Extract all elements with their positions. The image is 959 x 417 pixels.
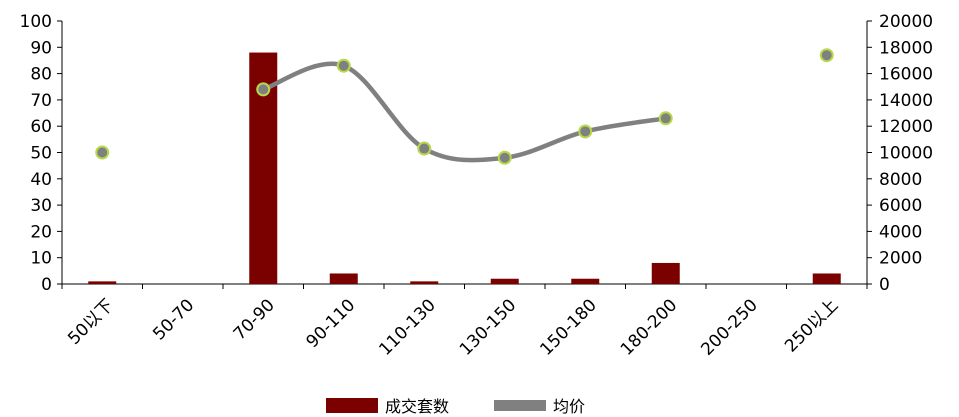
- bar: [88, 281, 117, 284]
- legend-line-swatch: [494, 400, 546, 411]
- axes-layer: 0 10 20 30 40 50 60 70 80 90 100 0 2000 4000 6000 8000 1…: [20, 12, 934, 295]
- right-tick-label: 0: [879, 275, 890, 295]
- left-tick-label: 30: [30, 196, 52, 216]
- legend-bar-label: 成交套数: [385, 397, 449, 416]
- bar: [812, 273, 841, 284]
- right-tick-label: 12000: [879, 117, 933, 137]
- x-category-label: 250以上: [781, 295, 842, 356]
- left-tick-label: 60: [30, 117, 52, 137]
- line-point: [336, 58, 351, 73]
- line-point: [578, 124, 593, 139]
- bar: [490, 278, 519, 284]
- left-tick-label: 90: [30, 38, 52, 58]
- left-tick-label: 100: [20, 12, 52, 32]
- x-category-label: 70-90: [230, 295, 279, 344]
- bar: [571, 278, 600, 284]
- x-category-label: 200-250: [697, 295, 761, 359]
- legend-line-label: 均价: [553, 397, 585, 416]
- right-tick-label: 18000: [879, 38, 933, 58]
- x-tick-labels: 50以下 50-70 70-90 90-110 110-130 130-150 150-18…: [64, 295, 842, 359]
- x-category-label: 180-200: [617, 295, 681, 359]
- left-tick-label: 20: [30, 222, 52, 242]
- line-point: [95, 145, 110, 160]
- left-tick-label: 0: [41, 275, 52, 295]
- x-category-label: 150-180: [536, 295, 600, 359]
- bar: [329, 273, 358, 284]
- line-series-path: [261, 61, 668, 163]
- line-point: [417, 141, 432, 156]
- line-layer: [95, 48, 834, 165]
- left-tick-label: 40: [30, 170, 52, 190]
- line-point: [819, 48, 834, 63]
- line-point: [658, 111, 673, 126]
- x-category-label: 90-110: [303, 295, 360, 352]
- right-tick-label: 4000: [879, 222, 922, 242]
- x-category-label: 50以下: [64, 295, 117, 348]
- left-tick-label: 80: [30, 65, 52, 85]
- right-tick-label: 16000: [879, 65, 933, 85]
- right-tick-label: 8000: [879, 170, 922, 190]
- x-category-label: 110-130: [375, 295, 439, 359]
- bars-layer: [88, 52, 841, 285]
- right-tick-label: 14000: [879, 91, 933, 111]
- left-tick-label: 50: [30, 144, 52, 164]
- x-category-label: 130-150: [456, 295, 520, 359]
- legend-bar-swatch: [326, 398, 378, 413]
- line-point: [497, 150, 512, 165]
- line-point: [256, 82, 271, 97]
- left-tick-label: 10: [30, 249, 52, 269]
- right-tick-label: 2000: [879, 249, 922, 269]
- x-category-label: 50-70: [149, 295, 198, 344]
- bar: [651, 262, 680, 284]
- right-tick-label: 10000: [879, 144, 933, 164]
- right-tick-label: 20000: [879, 12, 933, 32]
- legend: 成交套数 均价: [326, 397, 585, 416]
- bar: [410, 281, 439, 284]
- left-tick-label: 70: [30, 91, 52, 111]
- right-tick-label: 6000: [879, 196, 922, 216]
